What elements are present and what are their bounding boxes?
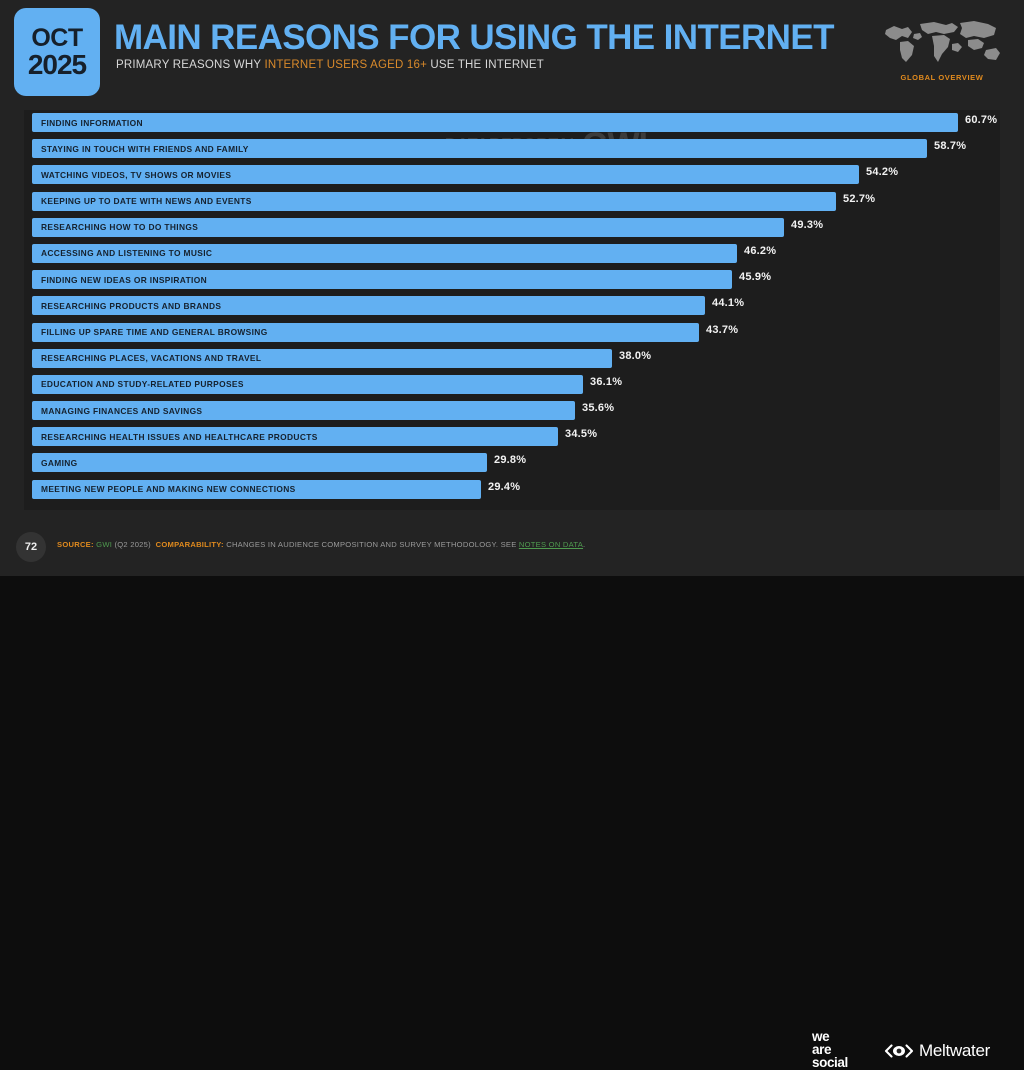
page-subtitle: PRIMARY REASONS WHY INTERNET USERS AGED … <box>116 59 544 71</box>
slide-header: OCT 2025 MAIN REASONS FOR USING THE INTE… <box>0 0 1024 100</box>
bar-value-label: 54.2% <box>866 166 899 179</box>
bar: FINDING INFORMATION <box>32 113 958 132</box>
meltwater-logo: Meltwater <box>884 1041 990 1061</box>
bar-category-label: KEEPING UP TO DATE WITH NEWS AND EVENTS <box>41 196 252 207</box>
bar-value-label: 34.5% <box>565 428 598 441</box>
bar-value-label: 35.6% <box>582 402 615 415</box>
bar-value-label: 58.7% <box>934 140 967 153</box>
bar-value-label: 38.0% <box>619 349 652 362</box>
region-caption: GLOBAL OVERVIEW <box>900 73 984 82</box>
bar: EDUCATION AND STUDY-RELATED PURPOSES <box>32 374 583 394</box>
bar-row: RESEARCHING HEALTH ISSUES AND HEALTHCARE… <box>24 424 1000 450</box>
bar: STAYING IN TOUCH WITH FRIENDS AND FAMILY <box>32 139 927 159</box>
bar-row: MEETING NEW PEOPLE AND MAKING NEW CONNEC… <box>24 477 1000 503</box>
bar: MEETING NEW PEOPLE AND MAKING NEW CONNEC… <box>32 479 481 499</box>
bar-category-label: FINDING INFORMATION <box>41 117 143 128</box>
bar-category-label: RESEARCHING PRODUCTS AND BRANDS <box>41 300 222 311</box>
bar-row: FILLING UP SPARE TIME AND GENERAL BROWSI… <box>24 320 1000 346</box>
date-badge: OCT 2025 <box>14 8 100 96</box>
bar-value-label: 29.8% <box>494 454 527 467</box>
bar-category-label: RESEARCHING HEALTH ISSUES AND HEALTHCARE… <box>41 431 318 442</box>
logo-line-we: we <box>812 1029 830 1044</box>
bar-row: RESEARCHING PRODUCTS AND BRANDS 44.1% <box>24 293 1000 319</box>
meltwater-wordmark: Meltwater <box>919 1041 990 1060</box>
source-period: (Q2 2025) <box>114 540 151 549</box>
bar: FINDING NEW IDEAS OR INSPIRATION <box>32 270 732 290</box>
subtitle-highlight: INTERNET USERS AGED 16+ <box>264 59 427 71</box>
meltwater-eye-icon <box>884 1044 914 1058</box>
bar: MANAGING FINANCES AND SAVINGS <box>32 401 575 421</box>
source-name[interactable]: GWI <box>96 540 113 549</box>
bar-value-label: 29.4% <box>488 480 521 493</box>
bar: GAMING <box>32 453 487 473</box>
source-note: SOURCE: GWI (Q2 2025) COMPARABILITY: CHA… <box>57 540 585 549</box>
source-label: SOURCE: <box>57 540 94 549</box>
bar-row: RESEARCHING HOW TO DO THINGS 49.3% <box>24 215 1000 241</box>
bar: WATCHING VIDEOS, TV SHOWS OR MOVIES <box>32 165 859 185</box>
bar-value-label: 46.2% <box>744 244 777 257</box>
bar-category-label: WATCHING VIDEOS, TV SHOWS OR MOVIES <box>41 169 232 180</box>
bar: KEEPING UP TO DATE WITH NEWS AND EVENTS <box>32 191 836 211</box>
bar-value-label: 52.7% <box>843 192 876 205</box>
bar-value-label: 45.9% <box>739 271 772 284</box>
bar-row: EDUCATION AND STUDY-RELATED PURPOSES 36.1… <box>24 372 1000 398</box>
bar-category-label: ACCESSING AND LISTENING TO MUSIC <box>41 248 213 259</box>
bar: ACCESSING AND LISTENING TO MUSIC <box>32 243 737 263</box>
bar-value-label: 49.3% <box>791 218 824 231</box>
notes-suffix: . <box>583 540 586 549</box>
bar-row: FINDING INFORMATION 60.7% <box>24 110 1000 136</box>
bar-row: RESEARCHING PLACES, VACATIONS AND TRAVEL… <box>24 346 1000 372</box>
subtitle-post: USE THE INTERNET <box>427 59 544 71</box>
bar: RESEARCHING HOW TO DO THINGS <box>32 217 784 237</box>
bar-category-label: FINDING NEW IDEAS OR INSPIRATION <box>41 274 207 285</box>
bar: RESEARCHING PLACES, VACATIONS AND TRAVEL <box>32 348 612 368</box>
bar-row: KEEPING UP TO DATE WITH NEWS AND EVENTS 5… <box>24 189 1000 215</box>
bar-category-label: RESEARCHING PLACES, VACATIONS AND TRAVEL <box>41 353 262 364</box>
bar-row: FINDING NEW IDEAS OR INSPIRATION 45.9% <box>24 267 1000 293</box>
page-number-badge: 72 <box>16 532 46 562</box>
subtitle-pre: PRIMARY REASONS WHY <box>116 59 265 71</box>
bar-value-label: 60.7% <box>965 114 998 126</box>
comparability-label: COMPARABILITY: <box>155 540 224 549</box>
bar: RESEARCHING PRODUCTS AND BRANDS <box>32 296 705 316</box>
comparability-text: CHANGES IN AUDIENCE COMPOSITION AND SURV… <box>226 540 517 549</box>
bar-category-label: RESEARCHING HOW TO DO THINGS <box>41 222 199 233</box>
bar-row: STAYING IN TOUCH WITH FRIENDS AND FAMILY… <box>24 136 1000 162</box>
date-month: OCT <box>31 24 83 53</box>
bar-category-label: MANAGING FINANCES AND SAVINGS <box>41 405 203 416</box>
bar-value-label: 43.7% <box>706 323 739 336</box>
world-map-block: GLOBAL OVERVIEW <box>878 14 1006 86</box>
date-year: 2025 <box>27 48 87 80</box>
bar-category-label: STAYING IN TOUCH WITH FRIENDS AND FAMILY <box>41 143 249 154</box>
bar-row: GAMING 29.8% <box>24 450 1000 476</box>
bar-row: WATCHING VIDEOS, TV SHOWS OR MOVIES 54.2% <box>24 162 1000 188</box>
bar-category-label: MEETING NEW PEOPLE AND MAKING NEW CONNEC… <box>41 484 296 495</box>
we-are-social-logo: we are social <box>812 1029 848 1070</box>
bar-row: ACCESSING AND LISTENING TO MUSIC 46.2% <box>24 241 1000 267</box>
bar-value-label: 36.1% <box>590 375 623 388</box>
bar-category-label: FILLING UP SPARE TIME AND GENERAL BROWSI… <box>41 327 268 337</box>
chart-panel: DATAREPORTAL GWI. FINDING INFORMATION60.… <box>24 110 1000 510</box>
world-map-icon <box>885 21 1000 62</box>
bar-value-label: 44.1% <box>712 297 745 310</box>
bar-category-label: GAMING <box>41 457 78 468</box>
notes-on-data-link[interactable]: NOTES ON DATA <box>518 540 584 549</box>
slide-footer: 72 SOURCE: GWI (Q2 2025) COMPARABILITY: … <box>0 510 1024 1069</box>
bar-category-label: EDUCATION AND STUDY-RELATED PURPOSES <box>41 379 244 390</box>
bar-row: MANAGING FINANCES AND SAVINGS 35.6% <box>24 398 1000 424</box>
bar: FILLING UP SPARE TIME AND GENERAL BROWSI… <box>32 322 699 342</box>
bar-rows: FINDING INFORMATION 60.7% STAYING IN TOUCH… <box>24 110 1000 503</box>
page-title: MAIN REASONS FOR USING THE INTERNET <box>114 18 834 57</box>
logo-line-social: social <box>812 1054 848 1070</box>
logo-line-are: are <box>812 1041 832 1057</box>
bar: RESEARCHING HEALTH ISSUES AND HEALTHCARE… <box>32 427 558 447</box>
